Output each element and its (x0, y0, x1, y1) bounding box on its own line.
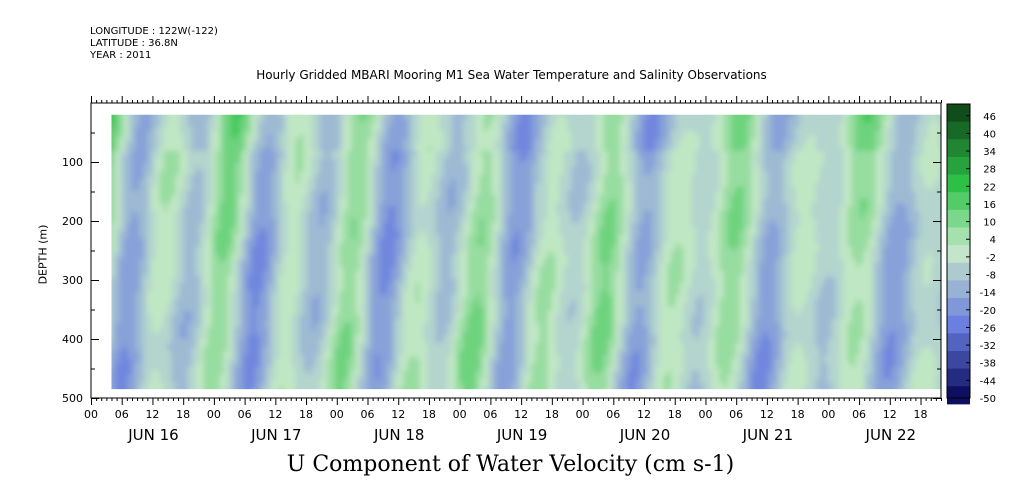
x-tick-label: 18 (176, 408, 190, 421)
colorbar-label: -38 (980, 359, 996, 370)
y-axis-label: DEPTH (m) (36, 224, 50, 285)
colorbar-frame (946, 103, 971, 399)
velocity-field (111, 114, 941, 390)
x-tick-label: 18 (668, 408, 682, 421)
x-tick-label: 12 (145, 408, 159, 421)
x-tick-label: 06 (238, 408, 252, 421)
colorbar-label: 4 (990, 235, 996, 246)
colorbar-label: -8 (986, 271, 996, 282)
colorbar-label: 28 (983, 165, 996, 176)
x-tick-label: 12 (268, 408, 282, 421)
year-label: YEAR : 2011 (90, 50, 152, 61)
chart-title: Hourly Gridded MBARI Mooring M1 Sea Wate… (256, 68, 767, 82)
x-tick-label: 12 (760, 408, 774, 421)
x-tick-label: 06 (606, 408, 620, 421)
colorbar-label: 10 (983, 218, 996, 229)
colorbar-swatch (947, 298, 970, 317)
x-tick-label: 06 (361, 408, 375, 421)
x-tick-label: 12 (883, 408, 897, 421)
colorbar-swatch (947, 139, 970, 158)
colorbar-swatch (947, 333, 970, 352)
colorbar-swatch (947, 280, 970, 299)
colorbar-label: 16 (983, 200, 996, 211)
colorbar-swatch (947, 315, 970, 334)
x-tick-label: 00 (84, 408, 98, 421)
x-tick-label: 00 (821, 408, 835, 421)
x-tick-label: 00 (330, 408, 344, 421)
x-tick-label: 12 (391, 408, 405, 421)
colorbar-swatch (947, 121, 970, 140)
colorbar-label: -26 (980, 323, 996, 334)
colorbar-label: -32 (980, 341, 996, 352)
x-axis-label: U Component of Water Velocity (cm s-1) (286, 452, 735, 477)
colorbar-label: 34 (983, 147, 996, 158)
latitude-label: LATITUDE : 36.8N (90, 38, 178, 49)
y-tick-label: 400 (62, 333, 83, 346)
y-tick-label: 200 (62, 215, 83, 228)
x-day-label: JUN 19 (496, 426, 547, 444)
x-tick-label: 00 (453, 408, 467, 421)
colorbar-swatch (947, 104, 970, 123)
x-tick-label: 12 (514, 408, 528, 421)
colorbar-swatch (947, 174, 970, 193)
colorbar-swatch (947, 368, 970, 387)
colorbar-swatch (947, 209, 970, 228)
x-axis-ticks: 00 06 12 18 00 06 12 18 00 06 12 18 00 06 12 18 00 06 12 18… (84, 96, 942, 444)
x-tick-label: 06 (852, 408, 866, 421)
y-tick-label: 300 (62, 274, 83, 287)
x-tick-label: 00 (576, 408, 590, 421)
x-day-label: JUN 17 (250, 426, 301, 444)
x-day-label: JUN 16 (127, 426, 178, 444)
colorbar-label: -14 (980, 288, 996, 299)
colorbar-swatch (947, 245, 970, 264)
x-day-label: JUN 22 (865, 426, 916, 444)
colorbar-swatch (947, 227, 970, 246)
x-tick-label: 00 (207, 408, 221, 421)
colorbar-label: -50 (980, 394, 996, 405)
x-tick-label: 06 (483, 408, 497, 421)
x-tick-label: 00 (698, 408, 712, 421)
x-tick-label: 18 (914, 408, 928, 421)
colorbar-swatch (947, 386, 970, 405)
y-tick-label: 100 (62, 156, 83, 169)
colorbar-swatch (947, 350, 970, 370)
x-day-label: JUN 18 (373, 426, 424, 444)
x-tick-label: 18 (791, 408, 805, 421)
x-day-label: JUN 21 (742, 426, 793, 444)
x-tick-label: 18 (422, 408, 436, 421)
colorbar-label: -44 (980, 376, 996, 387)
colorbar: 46 40 34 28 22 16 10 4 -2 -8 -14 -20 -26 -32 -38 -44 -50 (946, 103, 996, 405)
colorbar-swatch (947, 192, 970, 211)
colorbar-label: 40 (983, 129, 996, 140)
colorbar-label: 22 (983, 182, 996, 193)
longitude-label: LONGITUDE : 122W(-122) (90, 26, 218, 37)
y-tick-label: 500 (62, 392, 83, 405)
colorbar-swatch (947, 156, 970, 176)
colorbar-label: 46 (983, 112, 996, 123)
colorbar-swatch (947, 262, 970, 281)
x-tick-label: 06 (729, 408, 743, 421)
x-day-label: JUN 20 (619, 426, 670, 444)
x-tick-label: 18 (299, 408, 313, 421)
x-tick-label: 12 (637, 408, 651, 421)
x-tick-label: 18 (545, 408, 559, 421)
y-axis-ticks: 100 200 300 400 500 (62, 132, 941, 405)
colorbar-label: -20 (980, 306, 996, 317)
x-tick-label: 06 (115, 408, 129, 421)
colorbar-label: -2 (986, 253, 996, 264)
